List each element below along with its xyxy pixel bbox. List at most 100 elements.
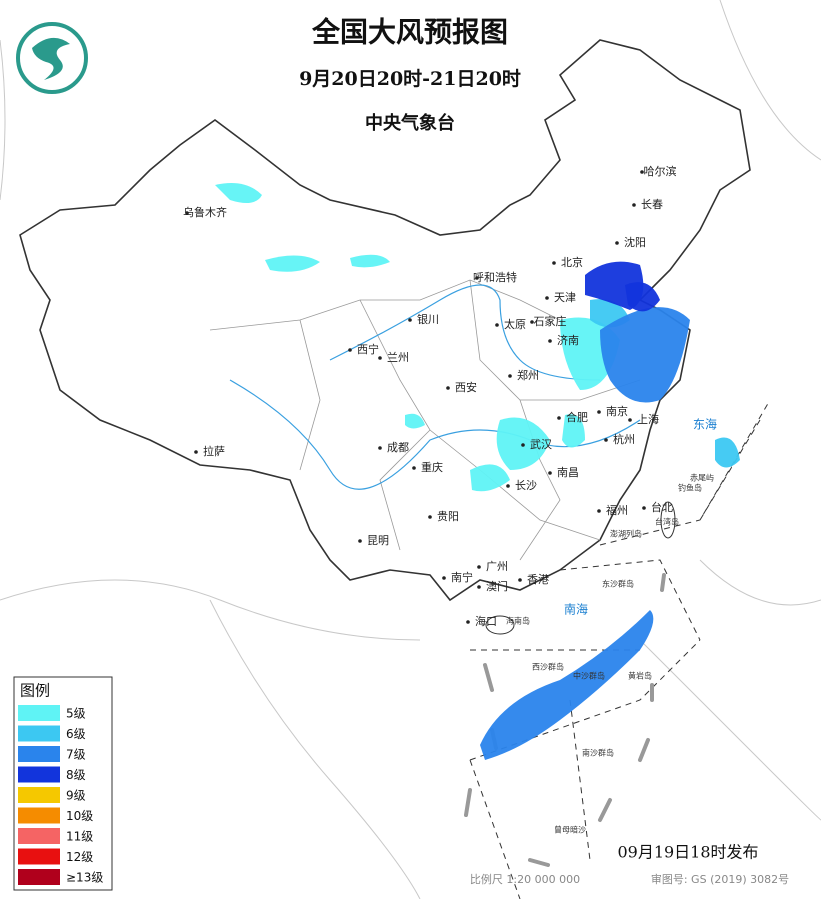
city-dot — [378, 356, 382, 360]
city-dot — [412, 466, 416, 470]
city-dot — [477, 565, 481, 569]
issued: 09月19日18时发布 — [617, 843, 758, 862]
city-dot — [506, 484, 510, 488]
city-label: 香港 — [527, 573, 549, 586]
city-label: 石家庄 — [534, 314, 567, 328]
city-dot — [495, 323, 499, 327]
legend-swatch — [18, 869, 60, 885]
city-label: 杭州 — [613, 432, 635, 446]
island-label: 钓鱼岛 — [678, 483, 702, 493]
city-label: 广州 — [486, 560, 508, 573]
legend-label: 11级 — [66, 830, 93, 844]
island-label: 南沙群岛 — [582, 748, 614, 758]
city-label: 武汉 — [530, 438, 552, 451]
period: 9月20日20时-21日20时 — [299, 68, 521, 90]
city-label: 成都 — [387, 441, 409, 454]
legend-swatch — [18, 766, 60, 783]
city-dot — [642, 506, 646, 510]
city-dot — [194, 450, 198, 454]
scale: 比例尺 1:20 000 000 — [470, 872, 580, 886]
city-dot — [628, 418, 632, 422]
legend-label: ≥13级 — [66, 871, 103, 885]
legend-label: 9级 — [66, 789, 86, 803]
city-dot — [545, 296, 549, 300]
island-label: 赤尾屿 — [690, 474, 714, 483]
city-label: 台北 — [651, 500, 673, 514]
sea-label: 东海 — [693, 417, 717, 432]
logo — [16, 22, 88, 94]
city-label: 昆明 — [367, 534, 389, 547]
city-label: 南宁 — [451, 570, 473, 584]
wind-area — [600, 307, 690, 403]
wind-area — [215, 182, 262, 204]
city-label: 呼和浩特 — [473, 270, 517, 284]
city-label: 南昌 — [557, 466, 579, 479]
city-dot — [597, 509, 601, 513]
legend-label: 8级 — [66, 768, 86, 782]
city-dot — [548, 471, 552, 475]
island-label: 东沙群岛 — [602, 579, 634, 589]
city-dot — [521, 443, 525, 447]
legend-swatch — [18, 705, 60, 721]
city-dot — [477, 585, 481, 589]
wind-area — [265, 255, 320, 272]
city-label: 南京 — [606, 404, 628, 418]
city-label: 郑州 — [517, 368, 539, 382]
review-number: 审图号: GS (2019) 3082号 — [651, 872, 789, 886]
island-label: 曾母暗沙 — [554, 825, 586, 835]
city-dot — [466, 620, 470, 624]
wind-area — [470, 464, 510, 492]
legend-swatch — [18, 828, 60, 844]
city-dot — [597, 410, 601, 414]
city-dot — [640, 170, 644, 174]
city-label: 长沙 — [515, 479, 537, 492]
city-dot — [604, 438, 608, 442]
city-label: 贵阳 — [437, 510, 459, 523]
legend-swatch — [18, 725, 60, 742]
river — [229, 379, 641, 490]
city-label: 长春 — [641, 198, 663, 211]
legend-label: 7级 — [66, 748, 86, 762]
hainan — [485, 615, 515, 635]
city-label: 乌鲁木齐 — [183, 205, 227, 219]
city-label: 海口 — [475, 614, 497, 628]
wind-area — [715, 437, 740, 468]
island-label: 中沙群岛 — [573, 671, 605, 681]
sea-label: 南海 — [564, 602, 588, 617]
city-label: 太原 — [504, 318, 526, 331]
wind-areas — [215, 182, 740, 760]
province-borders — [209, 279, 641, 561]
city-label: 北京 — [561, 255, 583, 269]
legend-swatch — [18, 746, 60, 762]
city-label: 银川 — [417, 312, 439, 326]
wind-area — [350, 254, 390, 268]
city-label: 天津 — [554, 291, 576, 304]
legend-label: 6级 — [66, 727, 86, 741]
legend-title: 图例 — [20, 682, 50, 700]
city-dot — [348, 348, 352, 352]
island-label: 澎湖列岛 — [610, 529, 642, 539]
legend-swatch — [18, 848, 60, 865]
city-dot — [442, 576, 446, 580]
island-label: 西沙群岛 — [532, 662, 564, 672]
island-label: 黄岩岛 — [628, 671, 652, 681]
title: 全国大风预报图 — [311, 16, 508, 49]
city-label: 济南 — [557, 333, 579, 347]
city-dot — [615, 241, 619, 245]
legend-label: 10级 — [66, 809, 93, 823]
city-dot — [475, 276, 479, 280]
legend-swatch — [18, 807, 60, 824]
city-dot — [408, 318, 412, 322]
city-dot — [428, 515, 432, 519]
island-label: 台湾岛 — [655, 517, 679, 527]
city-dot — [552, 261, 556, 265]
city-label: 哈尔滨 — [644, 164, 677, 178]
city-dot — [632, 203, 636, 207]
legend-label: 12级 — [66, 850, 93, 864]
city-dot — [446, 386, 450, 390]
wind-area — [405, 413, 425, 429]
city-label: 重庆 — [421, 460, 443, 474]
